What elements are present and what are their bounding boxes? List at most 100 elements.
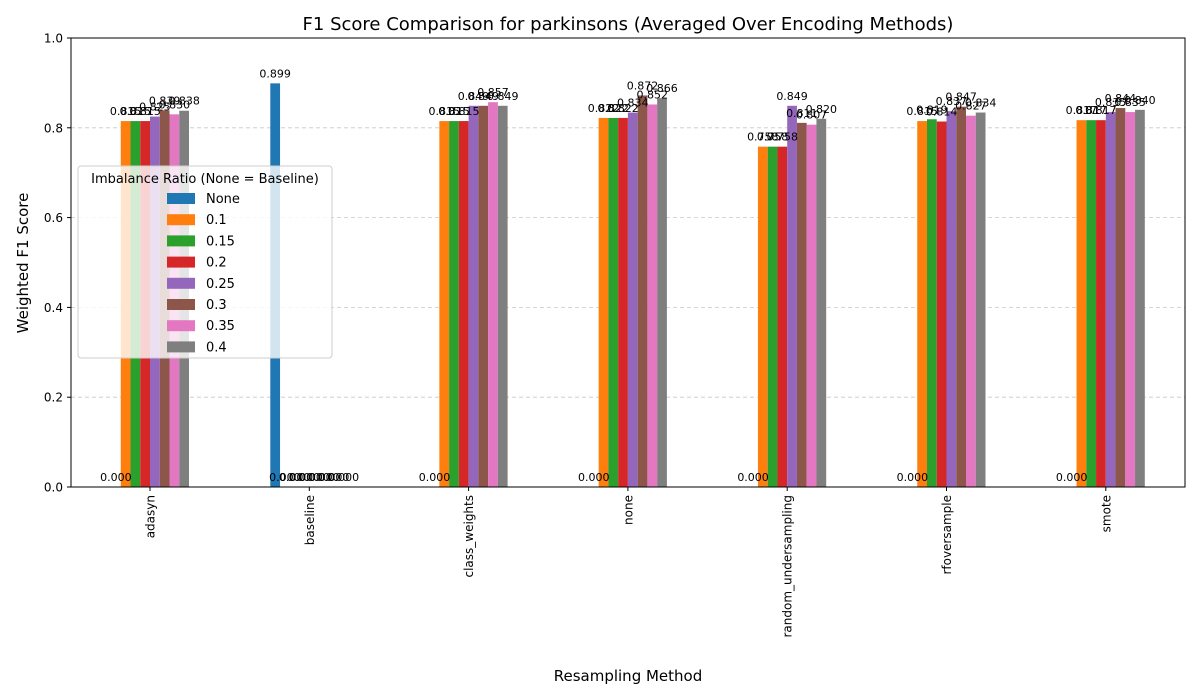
bar (618, 117, 628, 487)
bar (627, 112, 638, 487)
bar-value-label: 0.817 (1066, 104, 1098, 117)
bar (449, 121, 459, 487)
bar-value-label: 0.000 (578, 471, 610, 484)
bar-value-label: 0.758 (757, 131, 789, 144)
bar (458, 121, 469, 487)
bar-value-label: 0.819 (916, 103, 948, 116)
bar (956, 106, 966, 488)
bar-value-label: 0.000 (318, 471, 350, 484)
bar-value-label: 0.811 (786, 107, 818, 120)
bar-value-label: 0.838 (168, 95, 200, 108)
legend-swatch (167, 320, 195, 332)
legend-swatch (167, 193, 195, 204)
bar-value-label: 0.822 (588, 102, 620, 115)
bar-value-label: 0.899 (259, 67, 291, 80)
bar (497, 105, 508, 487)
x-tick-label: none (621, 495, 635, 525)
y-tick-label: 0.8 (44, 121, 63, 135)
bar-value-label: 0.815 (448, 105, 480, 118)
bar-value-label: 0.814 (926, 106, 958, 119)
bar (468, 105, 479, 487)
bar-value-label: 0.815 (120, 105, 152, 118)
bar-value-label: 0.849 (776, 90, 808, 103)
bar (488, 102, 498, 487)
bar-value-label: 0.834 (617, 97, 649, 110)
bar-value-label: 0.847 (945, 91, 977, 104)
y-tick-label: 0.4 (44, 301, 63, 315)
x-tick-label: baseline (303, 495, 317, 545)
bar-value-label: 0.817 (1075, 104, 1107, 117)
bar (478, 105, 489, 487)
x-tick-label: random_undersampling (781, 495, 795, 638)
bar-value-label: 0.000 (308, 471, 340, 484)
bar (975, 112, 986, 487)
bar (917, 121, 927, 487)
bar-value-label: 0.840 (1124, 94, 1156, 107)
legend-swatch (167, 299, 195, 310)
legend-swatch (167, 341, 195, 353)
bar-value-label: 0.837 (936, 95, 968, 108)
bar (806, 124, 817, 488)
bar (1135, 109, 1145, 487)
bar (757, 146, 768, 487)
bar-value-label: 0.822 (598, 102, 630, 115)
bar-value-label: 0.000 (419, 471, 451, 484)
bar-value-label: 0.857 (477, 86, 509, 99)
bar-value-label: 0.000 (897, 471, 929, 484)
legend-label: 0.15 (206, 234, 235, 249)
bar-value-label: 0.835 (1095, 96, 1127, 109)
legend-label: 0.35 (206, 319, 235, 334)
bar (1115, 108, 1126, 487)
y-tick-label: 0.2 (44, 391, 63, 405)
bar-value-label: 0.000 (269, 471, 301, 484)
chart-title: F1 Score Comparison for parkinsons (Aver… (303, 14, 954, 35)
bar-value-label: 0.825 (139, 101, 171, 114)
bar-value-label: 0.815 (438, 105, 470, 118)
bar (936, 121, 947, 487)
legend-label: 0.25 (206, 277, 235, 292)
legend: Imbalance Ratio (None = Baseline) None 0.… (77, 165, 333, 359)
bar (608, 117, 619, 487)
x-tick-label: class_weights (462, 495, 476, 578)
bar-value-label: 0.000 (737, 471, 769, 484)
bar-value-label: 0.758 (767, 131, 799, 144)
bar (927, 119, 937, 488)
legend-swatch (167, 277, 195, 289)
x-axis-ticks: adasyn baseline class_weights none random_un… (144, 487, 1113, 638)
bar-value-label: 0.849 (458, 90, 490, 103)
bar-value-label: 0.827 (955, 100, 987, 113)
bar-value-label: 0.852 (637, 88, 669, 101)
bar (647, 104, 658, 488)
bar-value-label: 0.000 (289, 471, 321, 484)
bar-value-label: 0.000 (328, 471, 360, 484)
bar-value-labels: 0.0000.8150.8150.8150.8250.8390.8300.838… (100, 67, 1156, 484)
bar-value-label: 0.839 (149, 94, 181, 107)
bar-value-label: 0.000 (298, 471, 330, 484)
y-tick-label: 0.0 (44, 481, 63, 495)
bar (598, 117, 609, 487)
bar-value-label: 0.000 (279, 471, 311, 484)
bar-value-label: 0.872 (627, 79, 659, 92)
bar (767, 146, 778, 487)
legend-label: 0.1 (206, 213, 227, 228)
bar-value-label: 0.844 (1105, 92, 1137, 105)
bar (439, 121, 450, 487)
bar-value-label: 0.849 (487, 90, 519, 103)
legend-box (77, 165, 333, 359)
bar (1105, 112, 1116, 488)
bar-value-label: 0.866 (646, 82, 678, 95)
bar-value-label: 0.000 (1056, 471, 1088, 484)
x-axis-label: Resampling Method (554, 667, 703, 685)
bar (1076, 120, 1087, 488)
bar (787, 105, 797, 487)
bar-value-label: 0.834 (965, 97, 997, 110)
legend-label: 0.3 (206, 298, 227, 313)
bar (637, 95, 648, 488)
legend-title: Imbalance Ratio (None = Baseline) (91, 172, 319, 187)
bar-value-label: 0.807 (796, 109, 828, 122)
y-tick-label: 0.6 (44, 211, 63, 225)
bar-value-label: 0.817 (1085, 104, 1117, 117)
bar (1096, 120, 1106, 488)
y-axis-ticks: 0.0 0.2 0.4 0.6 0.8 1.0 (44, 32, 71, 495)
